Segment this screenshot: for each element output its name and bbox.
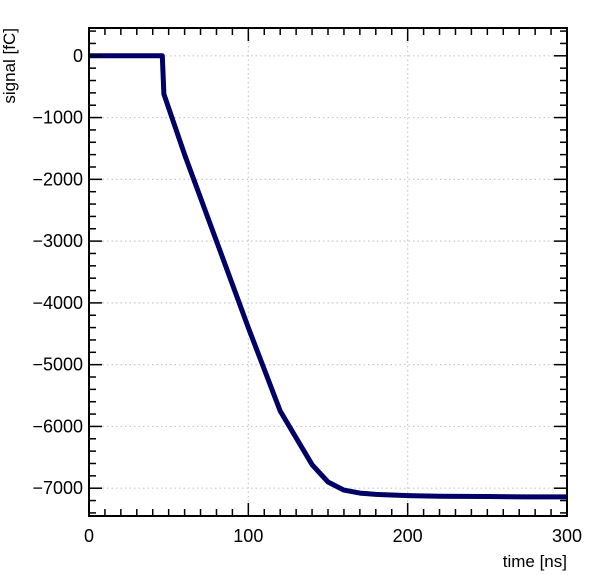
axis-ticks [88, 28, 568, 516]
y-tick-label: −7000 [32, 478, 83, 498]
y-tick-labels: 0 −1000 −2000 −3000 −4000 −5000 −6000 −7000 [32, 46, 83, 498]
y-axis-title: signal [fC] [0, 28, 19, 104]
x-axis-title: time [ns] [503, 552, 567, 571]
series-layer [89, 53, 567, 500]
x-tick-label: 300 [552, 526, 582, 546]
y-tick-label: −6000 [32, 416, 83, 436]
y-tick-label: −2000 [32, 169, 83, 189]
plot-area [89, 28, 567, 516]
y-tick-label: 0 [73, 46, 83, 66]
y-tick-label: −5000 [32, 355, 83, 375]
x-tick-label: 0 [84, 526, 94, 546]
x-tick-label: 100 [233, 526, 263, 546]
y-tick-label: −4000 [32, 293, 83, 313]
grid-lines [89, 28, 567, 516]
signal-series-line [89, 53, 567, 500]
y-tick-label: −3000 [32, 231, 83, 251]
y-tick-label: −1000 [32, 108, 83, 128]
x-tick-labels: 0 100 200 300 [84, 526, 582, 546]
x-tick-label: 200 [393, 526, 423, 546]
